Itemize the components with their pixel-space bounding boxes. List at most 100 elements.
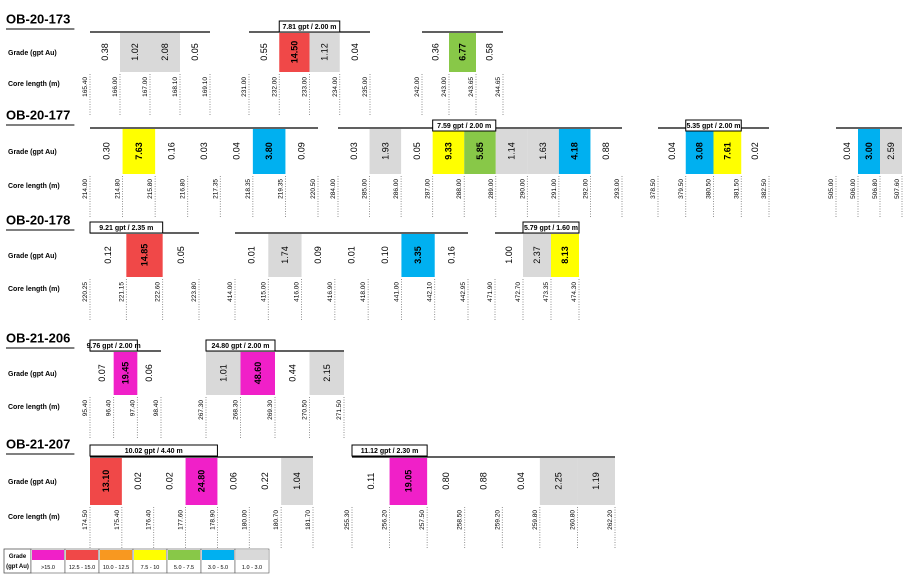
grade-value-label: 7.63 [134,142,144,160]
grade-cell [527,129,559,174]
depth-label: 95.40 [82,400,89,417]
depth-label: 292.00 [582,179,589,199]
hole-id-label: OB-21-207 [6,437,70,452]
grade-value-label: 0.03 [199,142,209,160]
intercept-summary-label: 7.59 gpt / 2.00 m [437,123,491,130]
grade-value-label: 2.25 [554,472,564,490]
grade-value-label: 13.10 [101,470,111,493]
depth-label: 269.30 [267,400,274,420]
grade-value-label: 2.15 [322,364,332,382]
grade-value-label: 1.93 [380,142,390,160]
grade-value-label: 14.50 [289,41,299,64]
grade-row-label: Grade (gpt Au) [8,479,57,486]
grade-value-label: 0.02 [165,472,175,490]
depth-label: 290.00 [519,179,526,199]
depth-label: 257.50 [419,510,426,530]
grade-value-label: 19.45 [121,362,131,385]
depth-label: 96.40 [106,400,113,417]
depth-label: 168.10 [172,77,179,97]
intercept-summary-label: 9.76 gpt / 2.00 m [87,343,141,350]
grade-value-label: 14.85 [140,244,150,267]
depth-label: 416.90 [327,282,334,302]
depth-label: 474.30 [571,282,578,302]
intercept-summary-box [89,221,164,234]
depth-label: 382.50 [761,179,768,199]
legend-swatch [202,550,234,560]
grade-cell [309,33,340,72]
legend-swatch [134,550,166,560]
grade-value-label: 1.02 [130,43,140,61]
intercept-summary-label: 5.79 gpt / 1.60 m [524,225,578,232]
grade-cell [126,234,163,277]
intercept-summary-box [351,444,428,457]
depth-label: 258.50 [457,510,464,530]
grade-cell [685,129,714,174]
depth-label: 218.35 [245,179,252,199]
depth-label: 167.00 [142,77,149,97]
grade-value-label: 0.06 [228,472,238,490]
grade-value-label: 0.04 [232,142,242,160]
depth-label: 214.80 [115,179,122,199]
depth-label: 97.40 [129,400,136,417]
grade-value-label: 0.16 [446,246,456,264]
depth-label: 418.00 [360,282,367,302]
depth-label: 506.80 [872,179,879,199]
grade-cell [464,129,496,174]
intercept-summary-label: 10.02 gpt / 4.40 m [125,448,183,455]
depth-label: 180.00 [241,510,248,530]
intercept-summary-box [89,444,218,457]
grade-value-label: 3.80 [264,142,274,160]
depth-label: 223.80 [191,282,198,302]
depth-label: 414.00 [227,282,234,302]
depth-label: 284.00 [330,179,337,199]
depth-label: 234.00 [332,77,339,97]
grade-cell [389,458,428,505]
legend-label: 12.5 - 15.0 [69,565,95,571]
hole-id-label: OB-20-177 [6,108,70,123]
grade-value-label: 2.08 [160,43,170,61]
depth-label: 242.00 [414,77,421,97]
intercept-summary-label: 24.80 gpt / 2.00 m [212,343,270,350]
grade-value-label: 0.03 [349,142,359,160]
depth-label: 221.15 [118,282,125,302]
depth-label: 471.90 [487,282,494,302]
depth-label: 441.00 [393,282,400,302]
grade-value-label: 1.19 [591,472,601,490]
grade-value-label: 5.85 [475,142,485,160]
grade-cell [268,234,302,277]
grade-value-label: 1.12 [320,43,330,61]
grade-value-label: 0.30 [101,142,111,160]
legend-label: 1.0 - 3.0 [242,565,262,571]
legend-label: 5.0 - 7.5 [174,565,194,571]
grade-value-label: 0.02 [133,472,143,490]
grade-value-label: 0.09 [297,142,307,160]
grade-value-label: 0.10 [380,246,390,264]
grade-cell [90,458,122,505]
depth-label: 165.40 [82,77,89,97]
depth-label: 169.10 [202,77,209,97]
legend-label: 3.0 - 5.0 [208,565,228,571]
depth-label: 219.35 [277,179,284,199]
grade-value-label: 0.22 [260,472,270,490]
grade-value-label: 4.18 [570,142,580,160]
grade-cell [539,458,578,505]
grade-value-label: 0.80 [441,472,451,490]
grade-value-label: 0.06 [144,364,154,382]
grade-value-label: 8.13 [560,246,570,264]
grade-value-label: 6.77 [458,43,468,61]
intercept-summary-box [685,119,742,132]
intercept-summary-label: 5.35 gpt / 2.00 m [686,123,740,130]
grade-value-label: 0.05 [190,43,200,61]
depth-label: 286.00 [393,179,400,199]
depth-label: 507.60 [894,179,901,199]
grade-value-label: 1.14 [507,142,517,160]
legend-label: >15.0 [41,565,55,571]
depth-label: 378.50 [650,179,657,199]
grade-value-label: 9.33 [443,142,453,160]
grade-value-label: 3.00 [864,142,874,160]
depth-label: 268.30 [233,400,240,420]
depth-label: 216.80 [180,179,187,199]
grade-cell [185,458,218,505]
depth-label: 506.00 [850,179,857,199]
